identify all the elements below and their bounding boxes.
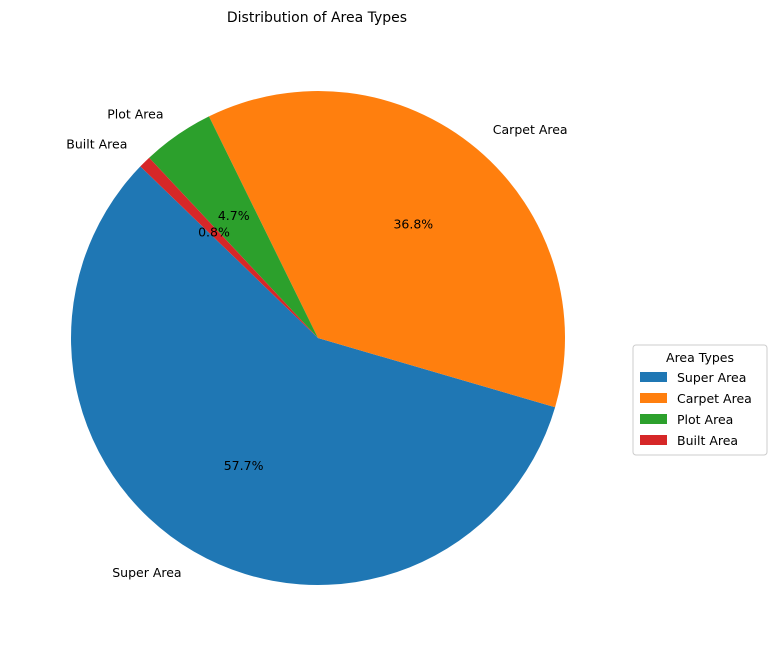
slice-label-plot-area: Plot Area <box>107 107 163 122</box>
percent-label-super-area: 57.7% <box>224 458 264 473</box>
legend-swatch-built-area <box>640 435 667 445</box>
legend-label-built-area: Built Area <box>677 433 738 448</box>
pie-slice-built-area <box>140 157 318 338</box>
percent-label-built-area: 0.8% <box>198 224 230 239</box>
legend-items: Super Area Carpet Area Plot Area Built Area <box>640 370 752 448</box>
legend: Area Types Super Area Carpet Area Plot Are… <box>632 344 768 456</box>
legend-label-carpet-area: Carpet Area <box>677 391 752 406</box>
slice-label-carpet-area: Carpet Area <box>493 122 568 137</box>
slice-label-super-area: Super Area <box>112 565 181 580</box>
legend-title: Area Types <box>666 350 734 365</box>
legend-swatch-plot-area <box>640 414 667 424</box>
chart-title: Distribution of Area Types <box>227 10 407 26</box>
legend-label-plot-area: Plot Area <box>677 412 733 427</box>
pie-slices <box>71 91 566 585</box>
legend-label-super-area: Super Area <box>677 370 746 385</box>
legend-swatch-super-area <box>640 372 667 382</box>
legend-swatch-carpet-area <box>640 393 667 403</box>
percent-label-plot-area: 4.7% <box>218 208 250 223</box>
pie-slice-super-area <box>71 166 556 585</box>
percent-label-carpet-area: 36.8% <box>393 217 433 232</box>
pie-slice-plot-area <box>149 116 318 338</box>
percent-labels: 57.7% 36.8% 4.7%0.8% <box>198 208 433 473</box>
slice-label-built-area: Built Area <box>66 136 127 151</box>
slice-labels: Super Area Carpet Area Plot Area Built Area <box>66 107 567 581</box>
pie-slice-carpet-area <box>208 91 566 408</box>
